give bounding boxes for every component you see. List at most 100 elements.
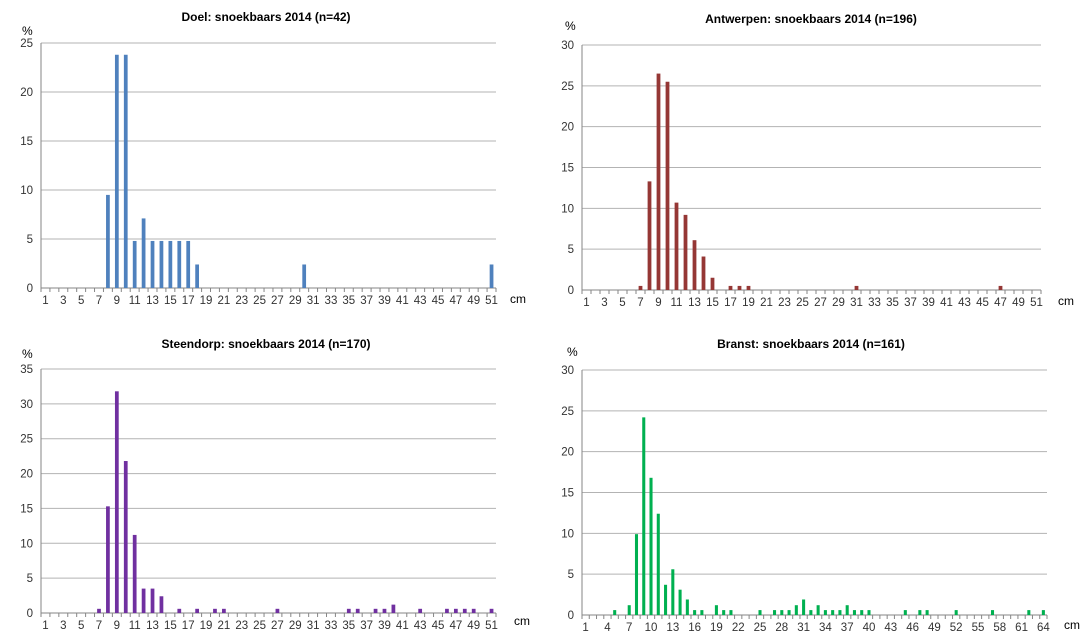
chart-svg: Steendorp: snoekbaars 2014 (n=170)%cm051… (20, 337, 530, 632)
bar (728, 285, 733, 290)
bar (391, 604, 396, 613)
y-tick-label: 30 (561, 365, 574, 377)
bar (150, 240, 155, 288)
bar (854, 285, 859, 290)
bar (471, 608, 476, 613)
x-tick-label: 35 (342, 295, 355, 307)
x-tick-label: 51 (485, 295, 498, 307)
bar (683, 214, 688, 290)
bar (714, 605, 718, 615)
x-tick-label: 25 (754, 622, 767, 634)
x-tick-label: 37 (360, 295, 373, 307)
x-tick-label: 25 (253, 295, 266, 307)
x-axis-label: cm (1058, 294, 1074, 308)
x-tick-label: 11 (129, 295, 141, 307)
x-tick-label: 15 (164, 295, 177, 307)
bar (664, 584, 668, 615)
x-tick-label: 21 (217, 295, 230, 307)
chart-title: Doel: snoekbaars 2014 (n=42) (181, 10, 350, 24)
x-tick-label: 39 (378, 620, 391, 632)
bar (692, 240, 697, 290)
bar (903, 610, 907, 615)
bar (823, 610, 827, 615)
x-tick-label: 51 (485, 620, 498, 632)
y-tick-label: 35 (20, 364, 33, 376)
x-tick-label: 11 (671, 297, 683, 309)
x-tick-label: 64 (1037, 622, 1050, 634)
bar (462, 608, 467, 613)
bar (845, 605, 849, 615)
x-tick-label: 13 (688, 297, 701, 309)
x-tick-label: 39 (378, 295, 391, 307)
x-tick-label: 46 (906, 622, 919, 634)
x-tick-label: 17 (182, 295, 195, 307)
bar (685, 599, 689, 615)
bar (489, 264, 494, 288)
y-tick-label: 0 (568, 610, 574, 622)
x-tick-label: 49 (1012, 297, 1025, 309)
chart-steendorp: Steendorp: snoekbaars 2014 (n=170)% cm 0 5 1… (0, 321, 540, 642)
bar (114, 54, 119, 289)
x-axis-label: cm (514, 614, 530, 628)
bar (656, 73, 661, 290)
bar (489, 608, 494, 613)
x-tick-label: 41 (396, 295, 409, 307)
bar (453, 608, 458, 613)
chart-antwerpen: Antwerpen: snoekbaars 2014 (n=196)% cm 0 5 1… (540, 0, 1081, 321)
y-tick-label: 0 (568, 285, 574, 297)
bar (693, 610, 697, 615)
y-tick-label: 15 (561, 163, 574, 175)
x-tick-label: 31 (307, 620, 320, 632)
bar (867, 610, 871, 615)
x-tick-label: 16 (688, 622, 701, 634)
y-axis-label: % (22, 347, 33, 361)
x-tick-label: 49 (928, 622, 941, 634)
x-tick-label: 61 (1015, 622, 1028, 634)
bar (195, 608, 200, 613)
x-tick-label: 29 (832, 297, 845, 309)
x-tick-label: 11 (129, 620, 141, 632)
y-tick-label: 5 (568, 244, 574, 256)
x-tick-label: 9 (114, 620, 120, 632)
bar (773, 610, 777, 615)
x-tick-label: 43 (958, 297, 971, 309)
bar (382, 608, 387, 613)
bar (195, 264, 200, 288)
bar (355, 608, 360, 613)
bar (671, 569, 675, 615)
x-tick-label: 47 (449, 295, 462, 307)
x-tick-label: 21 (760, 297, 773, 309)
bar (758, 610, 762, 615)
chart-title: Steendorp: snoekbaars 2014 (n=170) (161, 337, 370, 351)
x-tick-label: 35 (342, 620, 355, 632)
x-tick-label: 23 (778, 297, 791, 309)
x-tick-label: 15 (706, 297, 719, 309)
y-tick-label: 15 (20, 503, 33, 515)
x-tick-label: 29 (289, 620, 302, 632)
bar (656, 513, 660, 615)
bar (674, 202, 679, 290)
x-tick-label: 43 (414, 620, 427, 632)
x-tick-label: 22 (732, 622, 745, 634)
x-tick-label: 1 (582, 622, 588, 634)
bar (132, 240, 137, 288)
x-tick-label: 3 (60, 295, 66, 307)
bar (642, 417, 646, 615)
x-tick-label: 27 (814, 297, 827, 309)
y-tick-label: 10 (20, 538, 33, 550)
x-tick-label: 19 (710, 622, 723, 634)
bar (346, 608, 351, 613)
x-tick-label: 52 (950, 622, 963, 634)
chart-branst: Branst: snoekbaars 2014 (n=161)% cm 0 5 10 15… (540, 321, 1081, 642)
x-tick-label: 34 (819, 622, 832, 634)
x-tick-label: 49 (467, 620, 480, 632)
bar (722, 610, 726, 615)
x-tick-label: 19 (200, 295, 213, 307)
x-tick-label: 33 (325, 295, 338, 307)
x-tick-label: 35 (886, 297, 899, 309)
x-tick-label: 19 (200, 620, 213, 632)
x-tick-label: 7 (96, 295, 102, 307)
x-tick-label: 51 (1030, 297, 1043, 309)
y-tick-label: 10 (561, 203, 574, 215)
bar (737, 285, 742, 290)
